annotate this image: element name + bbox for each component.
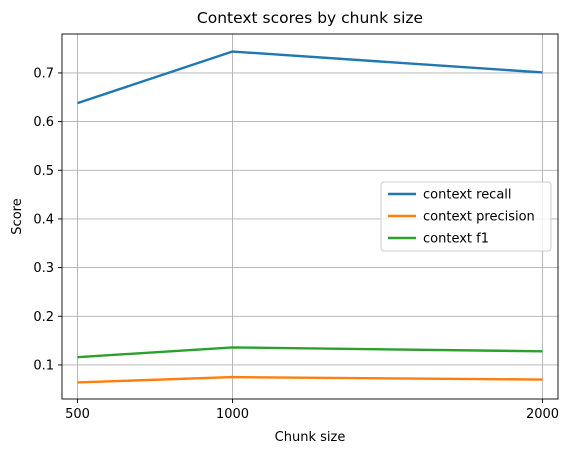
chart-title: Context scores by chunk size	[197, 9, 423, 27]
x-tick-label: 2000	[526, 407, 559, 422]
x-axis-label: Chunk size	[275, 430, 346, 445]
series-line-f1	[77, 346, 543, 359]
axis-ticks: 500 1000 2000 0.1 0.2 0.3 0.4 0.5 0.6 0.7	[33, 66, 559, 422]
legend-label-precision: context precision	[423, 210, 535, 225]
y-tick-label: 0.5	[33, 164, 54, 179]
legend-label-f1: context f1	[423, 232, 489, 247]
y-tick-label: 0.6	[33, 115, 54, 130]
legend-box	[380, 181, 552, 252]
y-tick-label: 0.3	[33, 261, 54, 276]
plot-frame	[61, 33, 559, 400]
y-tick-label: 0.4	[33, 212, 54, 227]
legend-label-recall: context recall	[423, 188, 512, 203]
x-tick-label: 500	[65, 407, 90, 422]
y-tick-label: 0.1	[33, 358, 54, 373]
y-tick-label: 0.2	[33, 310, 54, 325]
y-tick-label: 0.7	[33, 66, 54, 81]
y-axis-label: Score	[10, 198, 25, 234]
x-tick-label: 1000	[216, 407, 249, 422]
series-lines	[77, 50, 543, 384]
series-line-precision	[77, 375, 543, 384]
legend: context recall context precision context…	[380, 181, 552, 252]
series-line-recall	[77, 50, 543, 105]
